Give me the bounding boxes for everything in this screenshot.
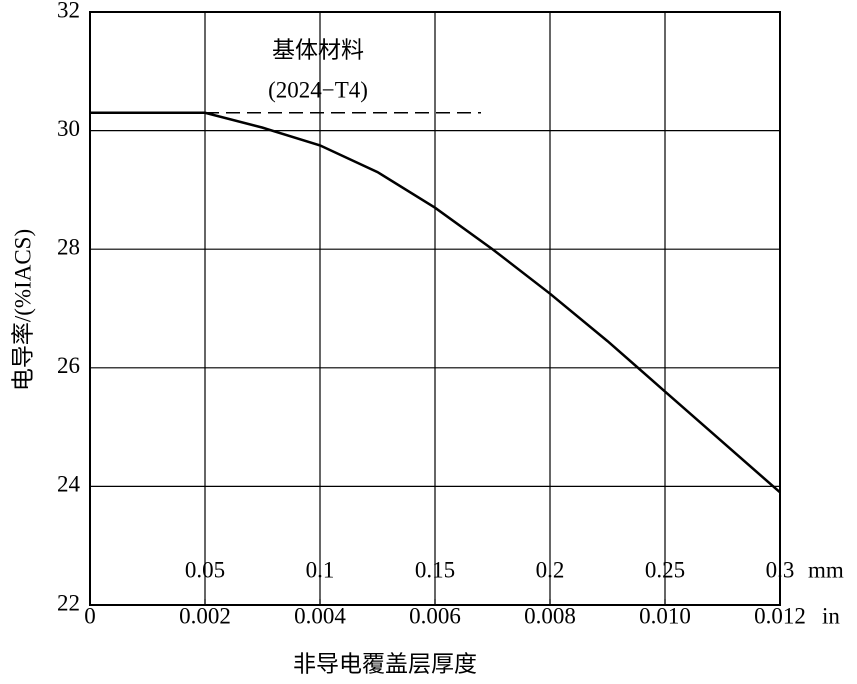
x2-tick-label: 0.012 bbox=[754, 603, 806, 628]
x2-tick-label: 0.004 bbox=[294, 603, 346, 628]
x2-tick-label: 0 bbox=[84, 603, 96, 628]
x-tick-label: 0.15 bbox=[415, 557, 455, 582]
x-axis-label: 非导电覆盖层厚度 bbox=[293, 651, 477, 676]
x2-tick-label: 0.008 bbox=[524, 603, 576, 628]
y-tick-label: 24 bbox=[57, 472, 81, 497]
data-line bbox=[90, 111, 781, 494]
x-unit: mm bbox=[808, 557, 844, 582]
y-tick-label: 30 bbox=[57, 116, 80, 141]
x2-unit: in bbox=[822, 603, 840, 628]
x-tick-label: 0.2 bbox=[536, 557, 565, 582]
y-tick-label: 32 bbox=[57, 0, 80, 22]
x2-tick-label: 0.006 bbox=[409, 603, 461, 628]
x2-tick-label: 0.002 bbox=[179, 603, 231, 628]
annotation: (2024−T4) bbox=[268, 77, 368, 102]
annotation: 基体材料 bbox=[272, 37, 364, 62]
x2-tick-label: 0.010 bbox=[639, 603, 691, 628]
y-axis-label: 电导率/(%IACS) bbox=[10, 229, 35, 391]
x-tick-label: 0.1 bbox=[306, 557, 335, 582]
x-tick-label: 0.05 bbox=[185, 557, 225, 582]
y-tick-label: 28 bbox=[57, 234, 80, 259]
x-tick-label: 0.25 bbox=[645, 557, 685, 582]
y-tick-label: 26 bbox=[57, 353, 80, 378]
y-tick-label: 22 bbox=[57, 590, 80, 615]
plot-frame bbox=[89, 11, 781, 606]
